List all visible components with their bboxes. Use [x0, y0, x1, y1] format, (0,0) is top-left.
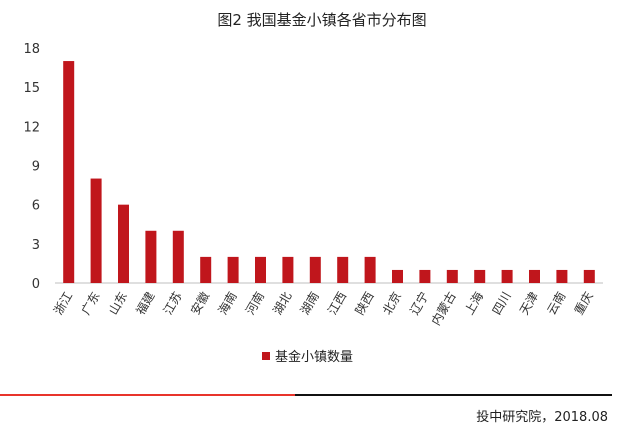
x-tick-label: 江西	[325, 290, 349, 318]
bar	[364, 256, 376, 283]
bar	[145, 230, 157, 283]
y-tick-label: 3	[32, 238, 40, 253]
x-tick-label: 重庆	[572, 290, 596, 318]
y-tick-label: 0	[32, 277, 40, 292]
x-tick-label: 河南	[242, 289, 267, 317]
x-tick-label: 陕西	[352, 289, 377, 317]
bar	[446, 269, 458, 283]
bar	[63, 61, 75, 283]
x-tick-label: 四川	[490, 289, 514, 317]
x-axis: 浙江 广东 山东 福建 江苏 安徽 海南 河南 湖北 湖南 江西 陕西 北京 辽宁内蒙古 上海 四川 天津 云南重…	[51, 282, 603, 328]
x-tick-label: 安徽	[187, 289, 212, 317]
bar	[419, 269, 431, 283]
y-tick-label: 15	[23, 81, 40, 96]
x-tick-label: 浙江	[51, 290, 75, 318]
bar	[118, 204, 129, 283]
y-tick-label: 9	[32, 160, 40, 175]
bar	[583, 269, 595, 283]
bar	[474, 269, 486, 283]
x-tick-label: 内蒙古	[428, 289, 459, 328]
y-axis: 0 3 6 9 12 15 18	[23, 42, 40, 292]
x-tick-label: 福建	[132, 289, 157, 317]
chart-title: 图2 我国基金小镇各省市分布图	[217, 11, 426, 29]
y-tick-label: 12	[23, 120, 40, 135]
bar	[90, 178, 102, 283]
bar	[200, 256, 212, 283]
bar	[556, 269, 568, 283]
y-tick-label: 6	[32, 199, 40, 214]
x-tick-label: 北京	[380, 290, 404, 318]
bar	[392, 269, 403, 283]
bar-series	[63, 61, 595, 283]
x-tick-label: 湖南	[297, 289, 322, 317]
source-note: 投中研究院，2018.08	[476, 409, 608, 425]
x-tick-label: 云南	[543, 289, 568, 317]
legend-label: 基金小镇数量	[275, 349, 353, 365]
footer: 投中研究院，2018.08	[0, 394, 612, 425]
x-tick-label: 湖北	[269, 289, 294, 317]
bar	[227, 256, 239, 283]
y-tick-label: 18	[23, 42, 40, 57]
legend: 基金小镇数量	[262, 349, 353, 365]
x-tick-label: 山东	[106, 290, 130, 318]
bar	[282, 256, 294, 283]
x-tick-label: 天津	[517, 290, 541, 318]
bar	[309, 256, 321, 283]
bar	[337, 256, 349, 283]
legend-swatch	[262, 352, 270, 360]
bar	[529, 269, 540, 283]
x-tick-label: 江苏	[161, 290, 185, 318]
bar	[172, 230, 184, 283]
x-tick-label: 海南	[215, 289, 240, 317]
x-tick-label: 辽宁	[406, 289, 431, 317]
bar	[255, 256, 266, 283]
bar	[501, 269, 513, 283]
x-tick-label: 广东	[79, 290, 103, 318]
x-tick-label: 上海	[461, 289, 486, 317]
